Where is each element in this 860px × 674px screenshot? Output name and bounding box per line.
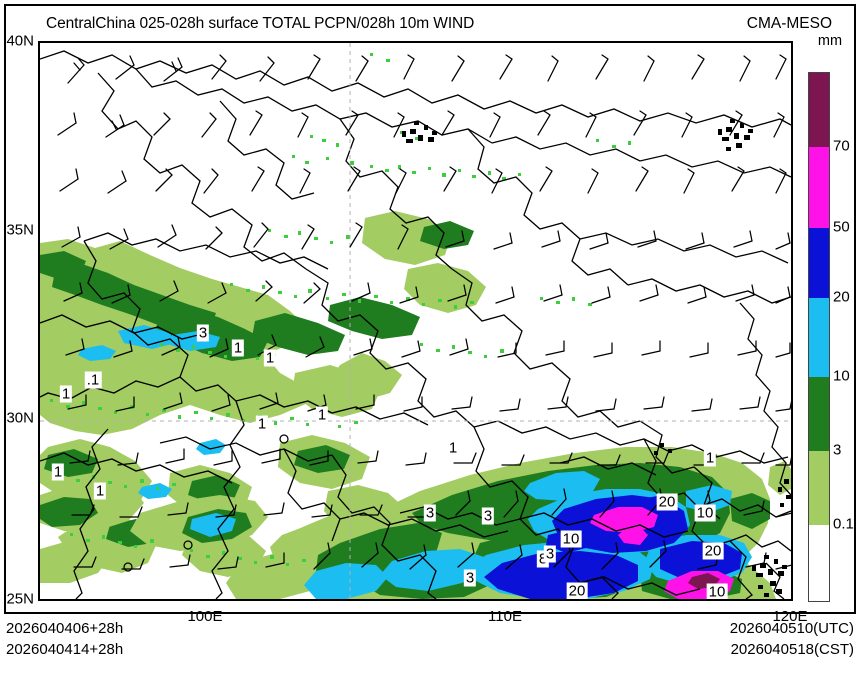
x-tick-label: 120E [772, 608, 808, 625]
init-time-cst-label: 2026040414+28h [6, 641, 124, 658]
page-title: CentralChina 025-028h surface TOTAL PCPN… [46, 15, 475, 32]
contour-label: 3 [423, 504, 437, 522]
colorbar-tick-50: 50 [833, 218, 850, 236]
map-svg [40, 43, 791, 599]
colorbar-band-gt70 [809, 73, 829, 147]
latitude-axis: 40N 35N 30N 25N [0, 33, 34, 608]
contour-label: 1 [51, 463, 65, 481]
longitude-axis: 100E 110E 120E [38, 608, 807, 628]
model-source-label: CMA-MESO [746, 15, 832, 32]
valid-time-cst-label: 2026040518(CST) [730, 641, 854, 658]
colorbar-band-lt01 [809, 525, 829, 601]
y-tick-label: 25N [6, 590, 34, 608]
contour-label: 3 [481, 507, 495, 525]
contour-label: 10 [706, 583, 728, 601]
contour-label: 20 [566, 582, 588, 600]
contour-label: 1 [263, 349, 277, 367]
contour-label: 3 [196, 324, 210, 342]
contour-label: 1 [255, 415, 269, 433]
outer-frame [4, 4, 856, 614]
contour-label: 20 [702, 542, 724, 560]
colorbar-band-20-50 [809, 228, 829, 298]
contour-label: 1 [446, 439, 460, 457]
colorbar-unit-label: mm [817, 33, 843, 49]
colorbar-band-50-70 [809, 147, 829, 228]
contour-label: 10 [694, 504, 716, 522]
contour-label: 10 [560, 530, 582, 548]
contour-label: 3 [543, 545, 557, 563]
init-time-utc-label: 2026040406+28h [6, 620, 124, 637]
map-canvas: .1 3 1 1 1 1 1 1 1 1 3 8 3 3 3 10 20 10 … [40, 43, 791, 599]
wind-barb-field [57, 54, 791, 572]
y-tick-label: 40N [6, 32, 34, 50]
map-plot-area[interactable]: .1 3 1 1 1 1 1 1 1 1 3 8 3 3 3 10 20 10 … [38, 41, 793, 601]
colorbar-tick-10: 10 [833, 367, 850, 385]
precip-shading-southeast [40, 447, 791, 599]
x-tick-label: 100E [187, 608, 223, 625]
colorbar-tick-70: 70 [833, 137, 850, 155]
colorbar-band-3-10 [809, 377, 829, 451]
contour-label: 3 [463, 569, 477, 587]
colorbar-band-01-3 [809, 451, 829, 525]
valid-time-utc-label: 2026040510(UTC) [729, 620, 854, 637]
y-tick-label: 35N [6, 221, 34, 239]
colorbar-tick-3: 3 [833, 441, 842, 459]
province-boundaries [40, 50, 791, 599]
colorbar-tick-20: 20 [833, 288, 850, 306]
colorbar-band-10-20 [809, 298, 829, 377]
contour-label: 1 [315, 406, 329, 424]
contour-label: 20 [656, 493, 678, 511]
contour-label: 1 [59, 385, 73, 403]
colorbar-tick-01: 0.1 [833, 515, 854, 533]
y-tick-label: 30N [6, 409, 34, 427]
contour-label: .1 [84, 371, 102, 389]
contour-label: 1 [231, 339, 245, 357]
contour-label: 1 [703, 449, 717, 467]
precipitation-colorbar[interactable] [808, 72, 830, 602]
contour-label: 1 [93, 482, 107, 500]
x-tick-label: 110E [488, 608, 522, 625]
